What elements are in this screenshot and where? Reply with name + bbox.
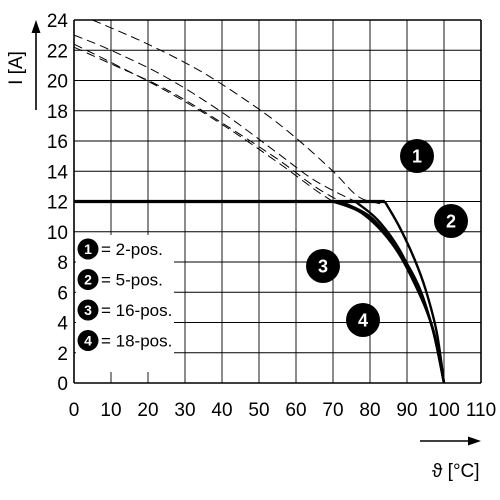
callout-circle-4 — [346, 303, 380, 337]
y-tick-label: 4 — [57, 314, 68, 335]
series-4-solid-curve — [339, 200, 446, 384]
legend-marker-number: 4 — [84, 333, 92, 349]
callout-number-2: 2 — [446, 212, 456, 232]
x-tick-label: 30 — [174, 400, 195, 421]
legend-marker-4 — [77, 330, 99, 351]
y-tick-label: 24 — [47, 11, 69, 32]
series-2-dashed-curve — [73, 34, 356, 202]
x-tick-label: 80 — [359, 400, 380, 421]
y-axis-label: I [A] — [6, 51, 27, 85]
y-tick-label: 12 — [47, 193, 68, 214]
legend-label-4: = 18-pos. — [101, 332, 172, 351]
x-tick-label: 20 — [137, 400, 158, 421]
legend-marker-number: 1 — [84, 241, 92, 257]
x-axis-label: ϑ [°C] — [432, 461, 480, 482]
series-lines — [73, 19, 446, 384]
y-tick-label: 16 — [47, 132, 68, 153]
callout-number-4: 4 — [358, 311, 368, 331]
y-tick-label: 22 — [47, 41, 68, 62]
callout-circle-3 — [306, 249, 340, 283]
series-1-solid-curve — [383, 200, 446, 384]
x-tick-label: 60 — [285, 400, 306, 421]
x-tick-label: 50 — [248, 400, 269, 421]
x-tick-label: 40 — [211, 400, 232, 421]
legend-marker-number: 3 — [84, 302, 92, 318]
callout-circle-2 — [434, 204, 468, 238]
y-tick-label: 10 — [47, 223, 68, 244]
y-tick-label: 8 — [57, 253, 68, 274]
callout-circle-1 — [400, 139, 434, 173]
y-axis-arrow-head — [31, 20, 41, 33]
legend-marker-3 — [77, 299, 99, 321]
legend-marker-2 — [77, 269, 99, 290]
y-tick-label: 0 — [57, 374, 68, 395]
x-tick-label: 110 — [466, 400, 496, 421]
legend-marker-number: 2 — [84, 272, 92, 288]
x-tick-label: 0 — [69, 400, 80, 421]
grid — [73, 19, 482, 384]
legend-label-1: = 2-pos. — [101, 240, 163, 259]
y-tick-label: 14 — [47, 162, 69, 183]
y-tick-label: 6 — [57, 283, 68, 304]
axis-labels: I [A] ϑ [°C] — [6, 51, 480, 482]
legend-label-2: = 5-pos. — [101, 271, 163, 290]
x-axis-ticks: 0 10 20 30 40 50 60 70 80 90 100 110 — [69, 400, 496, 421]
legend: 1 = 2-pos. 2 = 5-pos. 3 = 16-pos. 4 = 18-pos. — [76, 235, 174, 372]
callout-number-3: 3 — [318, 257, 328, 277]
x-tick-label: 70 — [322, 400, 343, 421]
callout-number-1: 1 — [412, 147, 422, 167]
series-1-dashed-curve — [92, 19, 385, 205]
x-tick-label: 10 — [100, 400, 121, 421]
legend-label-3: = 16-pos. — [101, 301, 172, 320]
series-callouts: 1 2 3 4 — [306, 139, 468, 337]
y-tick-label: 20 — [47, 72, 68, 93]
x-tick-label: 100 — [428, 400, 460, 421]
axis-arrows — [31, 20, 481, 446]
legend-marker-1 — [77, 238, 99, 260]
series-3-dashed-curve — [73, 43, 334, 202]
x-axis-arrow-head — [468, 436, 481, 446]
y-tick-label: 2 — [57, 344, 68, 365]
x-tick-label: 90 — [396, 400, 417, 421]
y-tick-label: 18 — [47, 102, 68, 123]
